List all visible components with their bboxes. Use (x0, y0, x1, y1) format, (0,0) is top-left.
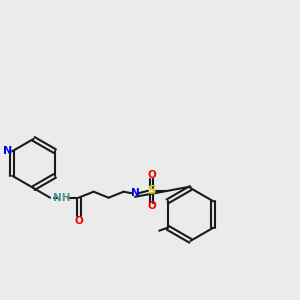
Text: O: O (74, 216, 83, 226)
Text: N: N (130, 188, 140, 198)
Text: S: S (147, 184, 156, 197)
Text: O: O (147, 201, 156, 212)
Text: NH: NH (53, 193, 71, 203)
Text: O: O (147, 170, 156, 180)
Text: N: N (3, 146, 12, 156)
